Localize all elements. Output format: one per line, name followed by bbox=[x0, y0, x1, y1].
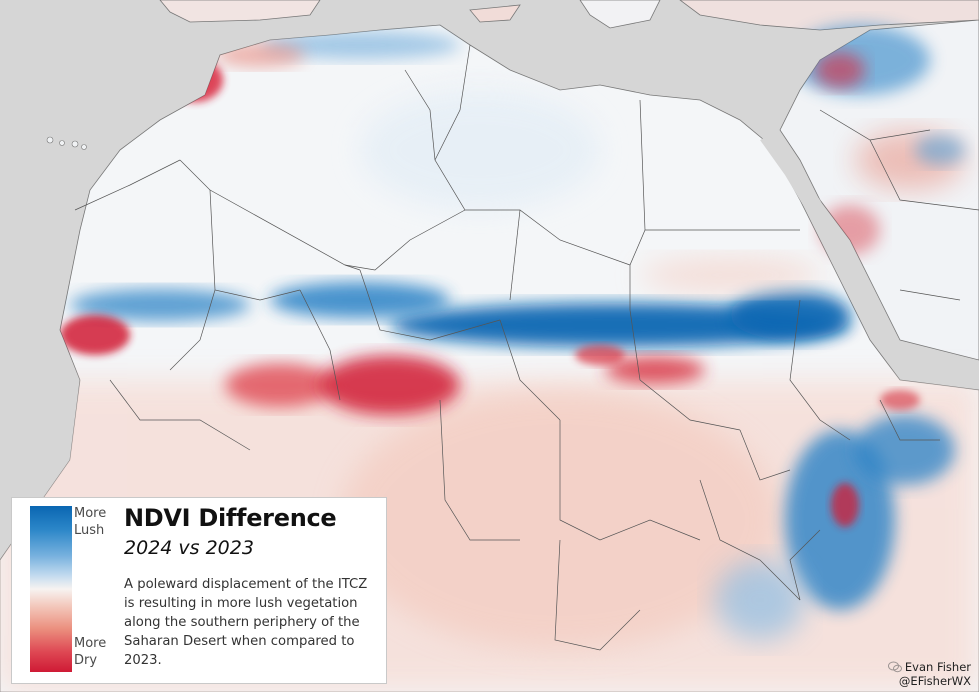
wechat-icon bbox=[888, 661, 902, 673]
legend-panel: More Lush More Dry NDVI Difference 2024 … bbox=[11, 497, 387, 684]
legend-title: NDVI Difference bbox=[124, 504, 337, 532]
author-name: Evan Fisher bbox=[904, 660, 971, 674]
legend-subtitle: 2024 vs 2023 bbox=[124, 537, 254, 559]
author-credit: Evan Fisher @EFisherWX bbox=[899, 660, 971, 688]
canary-islands bbox=[46, 136, 87, 150]
country-borders bbox=[74, 44, 979, 651]
scale-bottom-label: More Dry bbox=[74, 636, 107, 668]
legend-description: A poleward displacement of the ITCZ is r… bbox=[124, 577, 368, 668]
author-handle: @EFisherWX bbox=[898, 674, 971, 688]
color-scale-bar bbox=[30, 506, 72, 672]
scale-top-label: More Lush bbox=[74, 506, 107, 538]
